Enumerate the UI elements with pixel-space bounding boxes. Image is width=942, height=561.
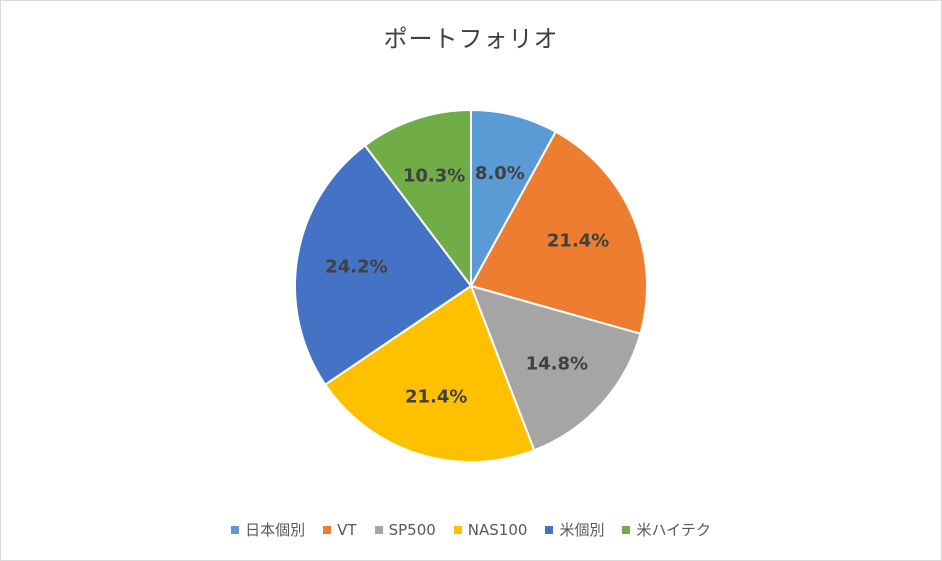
legend-label: NAS100 [467, 520, 528, 539]
slice-data-label-6: 10.3% [403, 165, 465, 186]
legend: 日本個別 VT SP500 NAS100 米個別 米ハイテク [1, 519, 941, 540]
legend-item-1: 日本個別 [231, 519, 305, 540]
pie-slice-4 [323, 284, 536, 463]
legend-label: 米ハイテク [636, 521, 711, 539]
slice-data-label-3: 14.8% [526, 354, 588, 375]
slice-data-label-1: 8.0% [475, 163, 525, 184]
legend-swatch [323, 525, 332, 534]
legend-label: 日本個別 [245, 521, 306, 539]
pie-slice-6 [363, 108, 472, 289]
legend-item-2: VT [323, 520, 357, 539]
legend-swatch [231, 525, 240, 534]
slice-data-label-2: 21.4% [547, 231, 609, 252]
legend-label: SP500 [388, 520, 436, 539]
pie-slice-3 [469, 284, 642, 452]
legend-swatch [374, 525, 383, 534]
legend-swatch [622, 525, 631, 534]
pie-slice-2 [469, 130, 648, 335]
legend-swatch [453, 525, 462, 534]
legend-label: VT [337, 520, 357, 539]
slice-data-label-4: 21.4% [405, 386, 467, 407]
chart-title: ポートフォリオ [383, 25, 559, 53]
legend-label: 米個別 [559, 521, 605, 539]
legend-item-6: 米ハイテク [622, 519, 711, 540]
legend-item-4: NAS100 [453, 520, 528, 539]
slice-data-label-5: 24.2% [325, 256, 387, 277]
legend-swatch [545, 525, 554, 534]
legend-item-3: SP500 [374, 520, 436, 539]
legend-item-5: 米個別 [545, 519, 604, 540]
pie-slice-5 [294, 144, 473, 387]
